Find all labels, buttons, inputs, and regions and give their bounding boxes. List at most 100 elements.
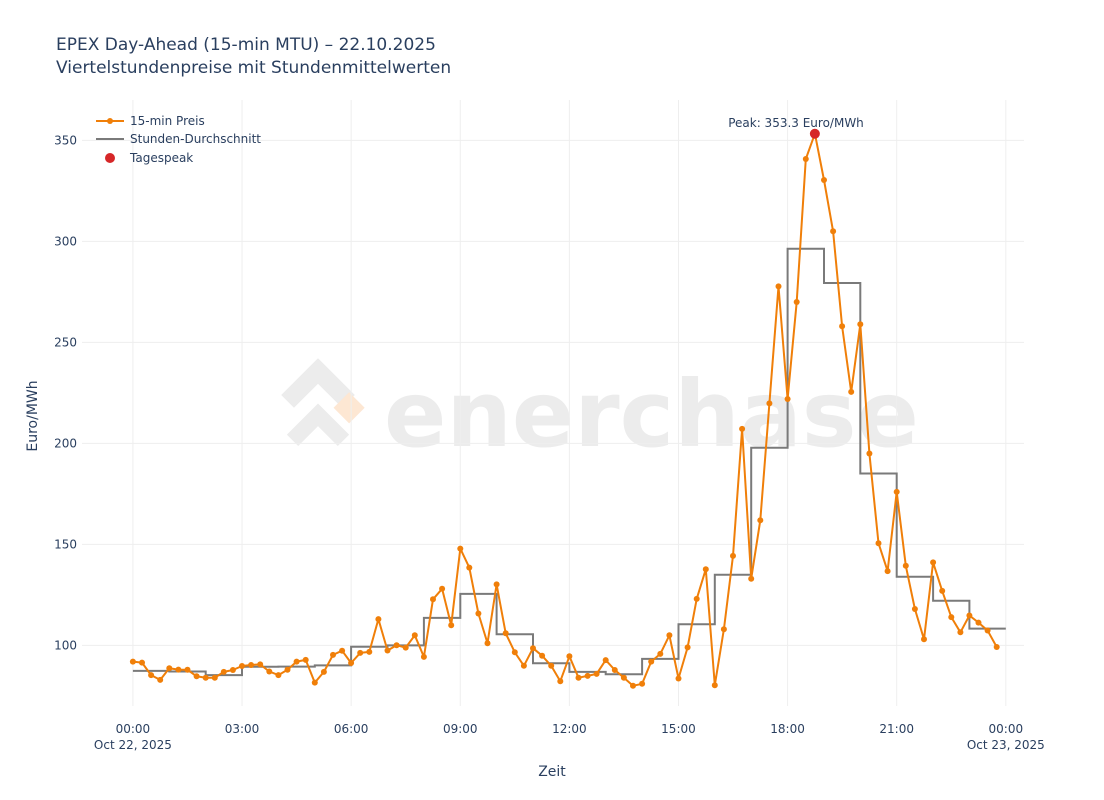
data-point-15min-preis xyxy=(875,540,882,547)
data-point-15min-preis xyxy=(275,672,282,679)
data-point-15min-preis xyxy=(957,629,964,636)
x-axis-title: Zeit xyxy=(538,764,566,780)
data-point-15min-preis xyxy=(502,630,509,637)
legend-item-stunden-durchschnitt[interactable]: Stunden-Durchschnitt xyxy=(96,132,261,146)
data-point-15min-preis xyxy=(639,680,646,687)
data-point-15min-preis xyxy=(357,649,364,656)
x-tick-label: 15:00 xyxy=(661,722,696,736)
plot-area xyxy=(129,128,1006,689)
data-point-15min-preis xyxy=(475,610,482,617)
data-point-15min-preis xyxy=(911,606,918,612)
data-point-15min-preis xyxy=(921,636,927,643)
data-point-15min-preis xyxy=(884,568,891,575)
legend-label-stunden-durchschnitt: Stunden-Durchschnitt xyxy=(130,132,261,146)
data-point-15min-preis xyxy=(802,156,809,162)
data-point-15min-preis xyxy=(693,595,700,602)
data-point-15min-preis xyxy=(766,400,773,407)
y-tick-label: 150 xyxy=(54,537,77,551)
data-point-15min-preis xyxy=(530,645,536,652)
legend-item-15min-preis[interactable]: 15-min Preis xyxy=(96,114,205,128)
legend[interactable]: 15-min Preis Stunden-Durchschnitt Tagesp… xyxy=(96,114,261,165)
x-tick-sublabel: Oct 23, 2025 xyxy=(967,738,1045,752)
data-point-15min-preis xyxy=(720,626,727,633)
y-tick-label: 250 xyxy=(54,335,77,349)
data-point-15min-preis xyxy=(584,672,591,679)
data-point-15min-preis xyxy=(284,666,291,673)
data-point-15min-preis xyxy=(557,678,564,685)
data-point-15min-preis xyxy=(193,673,200,680)
data-point-15min-preis xyxy=(175,666,182,673)
data-point-15min-preis xyxy=(711,682,718,689)
data-point-15min-preis xyxy=(220,668,227,675)
data-point-15min-preis xyxy=(666,632,673,639)
data-point-15min-preis xyxy=(202,674,209,681)
data-point-15min-preis xyxy=(166,665,173,672)
data-point-15min-preis xyxy=(148,672,155,679)
peak-marker xyxy=(809,128,820,139)
peak-annotation: Peak: 353.3 Euro/MWh xyxy=(728,116,864,130)
data-point-15min-preis xyxy=(675,675,682,682)
x-tick-label: 03:00 xyxy=(225,722,260,736)
x-tick-label: 06:00 xyxy=(334,722,369,736)
data-point-15min-preis xyxy=(966,612,973,619)
legend-item-tagespeak[interactable]: Tagespeak xyxy=(105,151,193,165)
data-point-15min-preis xyxy=(948,614,955,621)
x-tick-label: 21:00 xyxy=(879,722,914,736)
data-point-15min-preis xyxy=(739,425,746,432)
x-tick-label: 18:00 xyxy=(770,722,805,736)
data-point-15min-preis xyxy=(348,660,355,666)
data-point-15min-preis xyxy=(984,627,991,634)
data-point-15min-preis xyxy=(493,581,500,588)
data-point-15min-preis xyxy=(448,622,455,629)
data-point-15min-preis xyxy=(211,674,218,681)
data-point-15min-preis xyxy=(366,648,373,655)
data-point-15min-preis xyxy=(657,650,664,657)
data-point-15min-preis xyxy=(484,640,491,647)
data-point-15min-preis xyxy=(857,321,864,328)
watermark-text: enerchase xyxy=(384,361,919,468)
data-point-15min-preis xyxy=(266,668,273,675)
data-point-15min-preis xyxy=(339,647,346,654)
data-point-15min-preis xyxy=(793,299,800,305)
data-point-15min-preis xyxy=(684,644,691,651)
data-point-15min-preis xyxy=(593,670,600,677)
data-point-15min-preis xyxy=(520,662,527,669)
data-point-15min-preis xyxy=(575,674,582,681)
data-point-15min-preis xyxy=(630,682,636,689)
y-axis-title: Euro/MWh xyxy=(25,380,41,451)
data-point-15min-preis xyxy=(257,661,264,668)
data-point-15min-preis xyxy=(384,647,391,654)
data-point-15min-preis xyxy=(611,667,618,673)
data-point-15min-preis xyxy=(129,658,136,665)
data-point-15min-preis xyxy=(648,658,655,665)
legend-label-15min-preis: 15-min Preis xyxy=(130,114,205,128)
data-point-15min-preis xyxy=(902,562,909,569)
data-point-15min-preis xyxy=(539,652,546,659)
data-point-15min-preis xyxy=(975,619,982,626)
chart-title: EPEX Day-Ahead (15-min MTU) – 22.10.2025 xyxy=(56,35,436,55)
x-tick-label: 00:00 xyxy=(116,722,151,736)
data-point-15min-preis xyxy=(239,663,245,669)
data-point-15min-preis xyxy=(157,676,164,683)
data-point-15min-preis xyxy=(402,644,409,651)
data-point-15min-preis xyxy=(775,283,782,290)
y-tick-label: 350 xyxy=(54,133,77,147)
x-tick-label: 09:00 xyxy=(443,722,478,736)
data-point-15min-preis xyxy=(330,651,336,658)
data-point-15min-preis xyxy=(839,323,846,330)
data-point-15min-preis xyxy=(439,585,446,592)
data-point-15min-preis xyxy=(511,649,518,656)
chart-subtitle: Viertelstundenpreise mit Stundenmittelwe… xyxy=(56,58,451,78)
y-tick-label: 100 xyxy=(54,638,77,652)
data-point-15min-preis xyxy=(748,575,755,582)
data-point-15min-preis xyxy=(784,396,791,402)
data-point-15min-preis xyxy=(548,662,555,669)
legend-label-tagespeak: Tagespeak xyxy=(129,151,193,165)
data-point-15min-preis xyxy=(939,587,946,594)
data-point-15min-preis xyxy=(229,667,236,673)
data-point-15min-preis xyxy=(830,228,837,235)
data-point-15min-preis xyxy=(457,545,464,552)
data-point-15min-preis xyxy=(375,616,382,623)
data-point-15min-preis xyxy=(430,596,436,603)
